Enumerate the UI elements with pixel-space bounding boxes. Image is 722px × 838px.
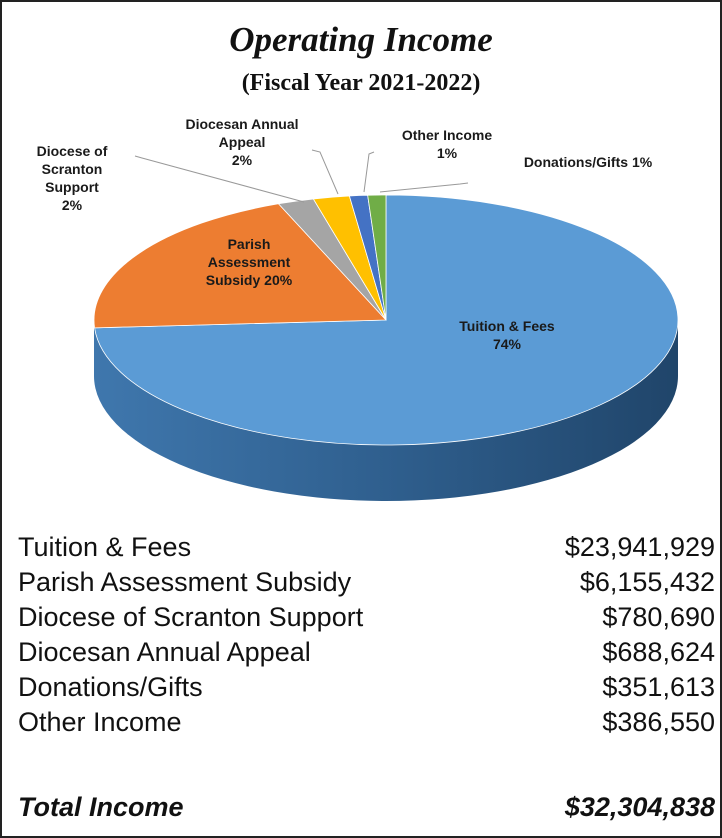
row-amount: $23,941,929 xyxy=(564,532,715,562)
table-row: Tuition & Fees $23,941,929 xyxy=(18,532,715,566)
slice-name: Parish Assessment Subsidy xyxy=(205,236,291,288)
slice-percent: 20% xyxy=(264,272,293,288)
leader-line xyxy=(363,151,375,193)
slice-name: Tuition & Fees xyxy=(459,318,555,334)
slice-label: Parish Assessment Subsidy 20% xyxy=(187,235,312,289)
slice-name: Diocesan Annual Appeal xyxy=(185,116,299,150)
row-name: Donations/Gifts xyxy=(18,672,203,702)
slice-name: Donations/Gifts xyxy=(523,154,629,170)
slice-name: Other Income xyxy=(401,127,493,143)
pie-slice xyxy=(93,203,387,329)
chart-title: Operating Income xyxy=(229,20,493,59)
slice-label: Other Income 1% xyxy=(387,126,507,162)
leader-line xyxy=(134,155,305,203)
slice-percent: 74% xyxy=(492,336,522,352)
row-name: Diocesan Annual Appeal xyxy=(18,637,311,667)
leader-lines xyxy=(134,149,469,203)
table-row: Donations/Gifts $351,613 xyxy=(18,672,715,706)
total-amount: $32,304,838 xyxy=(564,792,715,822)
table-row: Parish Assessment Subsidy $6,155,432 xyxy=(18,567,715,601)
slice-label: Tuition & Fees 74% xyxy=(432,317,582,353)
slice-label: Donations/Gifts 1% xyxy=(488,153,688,171)
row-name: Tuition & Fees xyxy=(18,532,192,562)
table-row: Diocesan Annual Appeal $688,624 xyxy=(18,637,715,671)
slice-percent: 1% xyxy=(631,154,653,170)
chart-subtitle: (Fiscal Year 2021-2022) xyxy=(241,70,481,96)
slice-name: Diocese of Scranton Support xyxy=(36,143,108,195)
slice-label: Diocesan Annual Appeal 2% xyxy=(182,115,302,169)
table-row: Diocese of Scranton Support $780,690 xyxy=(18,602,715,636)
leader-line xyxy=(311,149,339,195)
row-name: Diocese of Scranton Support xyxy=(18,602,364,632)
row-name: Other Income xyxy=(18,707,182,737)
row-amount: $351,613 xyxy=(602,672,715,702)
row-amount: $780,690 xyxy=(602,602,715,632)
slice-percent: 2% xyxy=(231,152,253,168)
leader-line xyxy=(379,182,469,193)
slice-label: Diocese of Scranton Support 2% xyxy=(22,142,122,214)
slice-percent: 1% xyxy=(436,145,458,161)
row-amount: $688,624 xyxy=(602,637,715,667)
pie-side xyxy=(94,320,678,501)
table-row: Other Income $386,550 xyxy=(18,707,715,741)
pie-slice xyxy=(367,194,387,321)
slice-percent: 2% xyxy=(61,197,83,213)
total-row: Total Income $32,304,838 xyxy=(18,792,715,826)
row-name: Parish Assessment Subsidy xyxy=(18,567,352,597)
total-name: Total Income xyxy=(18,792,184,822)
row-amount: $6,155,432 xyxy=(579,567,715,597)
row-amount: $386,550 xyxy=(602,707,715,737)
